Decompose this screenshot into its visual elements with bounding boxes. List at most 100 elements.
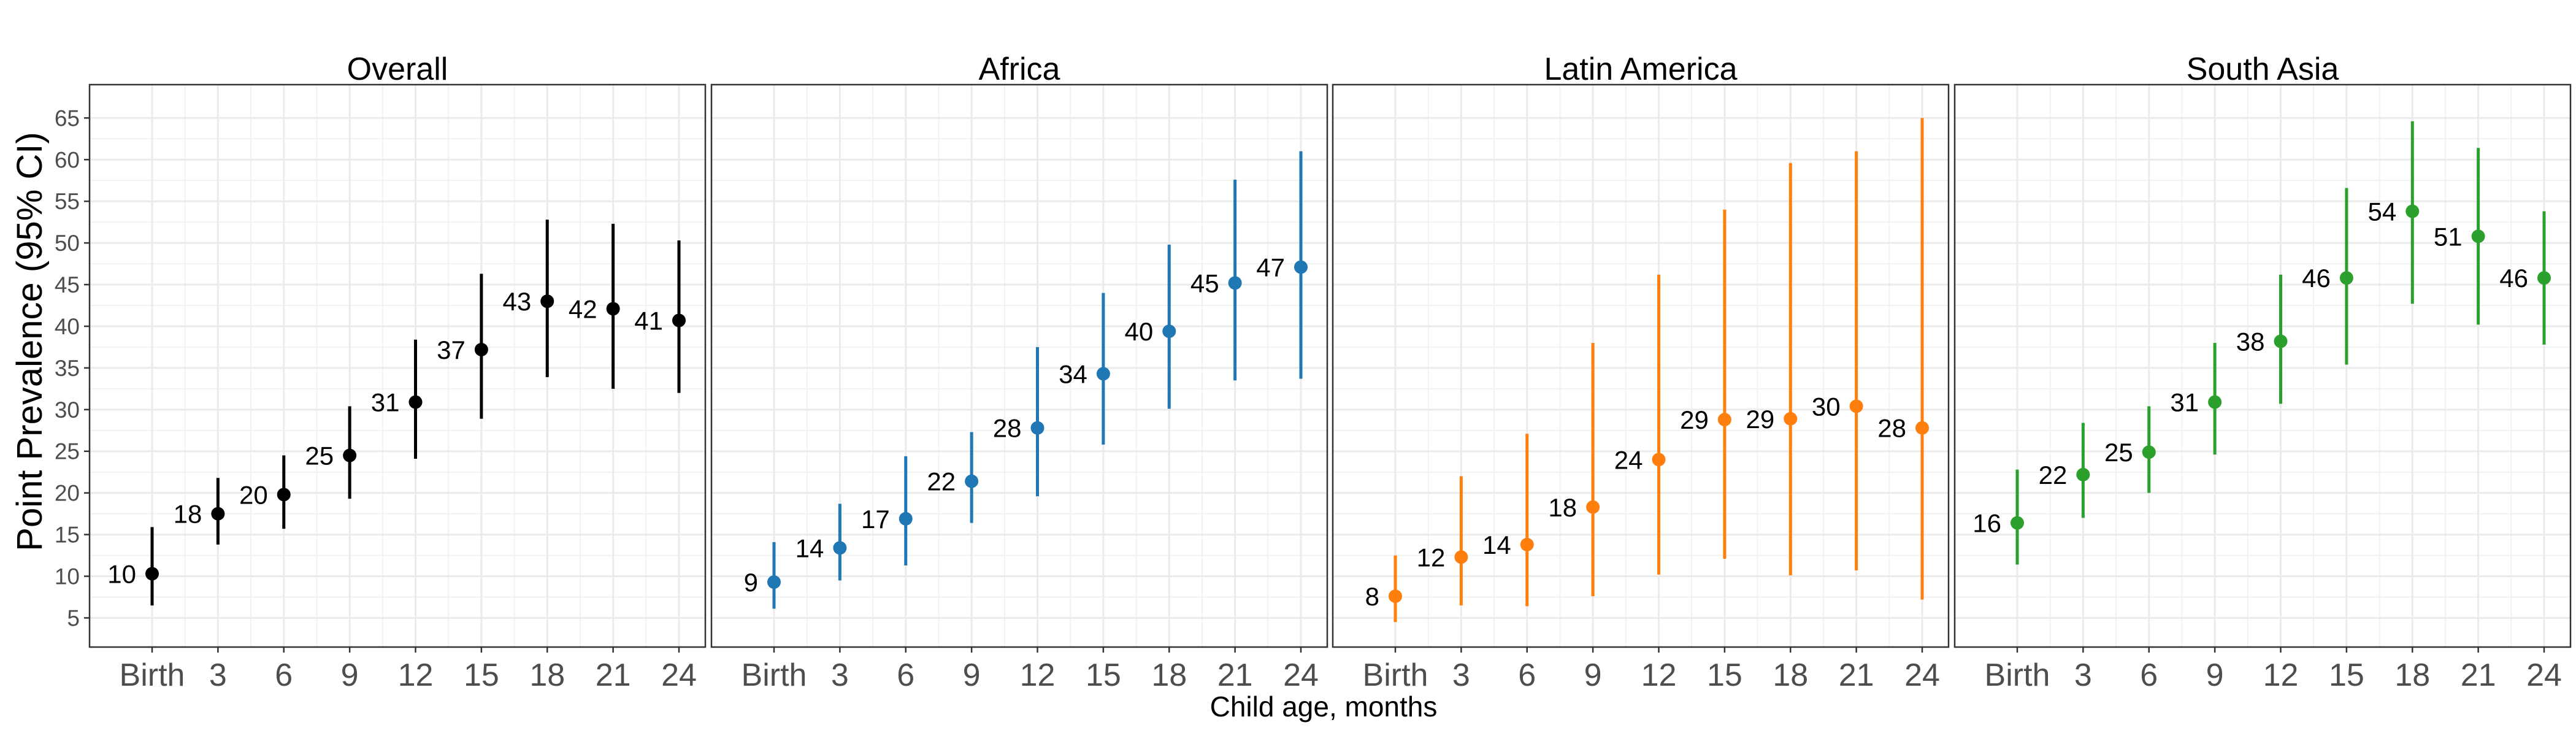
- x-tick-label: 21: [1839, 657, 1874, 693]
- point-value-label: 18: [174, 500, 202, 529]
- x-axis-title: Child age, months: [1210, 691, 1438, 723]
- x-tick-label: 12: [1020, 657, 1056, 693]
- estimate-point: [1717, 413, 1731, 427]
- x-tick-label: 15: [464, 657, 499, 693]
- point-value-label: 14: [795, 534, 824, 562]
- point-value-label: 43: [503, 287, 532, 316]
- estimate-point: [2011, 516, 2024, 530]
- point-value-label: 31: [371, 388, 400, 417]
- estimate-point: [833, 541, 847, 555]
- x-tick-label: 24: [2526, 657, 2562, 693]
- point-value-label: 30: [1812, 392, 1841, 421]
- panel-border: [710, 83, 1328, 648]
- panel-border: [88, 83, 707, 648]
- x-tick-label: 9: [341, 657, 359, 693]
- point-value-label: 34: [1059, 359, 1087, 388]
- point-value-label: 46: [2302, 264, 2331, 293]
- x-tick-label: 15: [1086, 657, 1121, 693]
- panel-border: [1332, 83, 1950, 648]
- estimate-point: [1784, 412, 1798, 426]
- x-tick-label: 21: [2461, 657, 2496, 693]
- y-tick-label: 25: [55, 439, 80, 464]
- panel-title: Latin America: [1544, 52, 1737, 87]
- estimate-point: [1586, 500, 1600, 514]
- estimate-point: [1520, 537, 1534, 551]
- estimate-point: [211, 507, 225, 521]
- y-tick-label: 20: [55, 481, 80, 506]
- point-value-label: 22: [927, 467, 956, 496]
- point-value-label: 29: [1746, 405, 1775, 434]
- point-value-label: 40: [1125, 317, 1154, 346]
- x-tick-label: Birth: [1985, 657, 2050, 693]
- estimate-point: [1652, 453, 1666, 467]
- estimate-point: [2405, 204, 2420, 218]
- panel-background: [711, 85, 1327, 647]
- point-value-label: 28: [1877, 414, 1906, 443]
- x-tick-label: Birth: [742, 657, 807, 693]
- y-tick-label: 15: [55, 523, 80, 548]
- x-tick-label: 12: [398, 657, 434, 693]
- point-value-label: 17: [861, 505, 890, 534]
- x-tick-label: 18: [1151, 657, 1187, 693]
- point-value-label: 20: [239, 480, 268, 509]
- point-value-label: 25: [2104, 438, 2133, 467]
- x-tick-label: 6: [897, 657, 914, 693]
- x-tick-label: Birth: [120, 657, 185, 693]
- x-tick-label: 24: [661, 657, 697, 693]
- estimate-point: [767, 575, 781, 589]
- x-tick-label: 9: [1584, 657, 1602, 693]
- estimate-point: [1389, 589, 1402, 604]
- x-tick-label: 3: [831, 657, 849, 693]
- point-value-label: 12: [1417, 543, 1446, 572]
- x-tick-label: 21: [1217, 657, 1253, 693]
- panel-title: Overall: [347, 52, 448, 87]
- y-tick-label: 5: [67, 605, 80, 631]
- x-tick-label: 9: [963, 657, 981, 693]
- estimate-point: [1162, 324, 1176, 339]
- point-value-label: 29: [1680, 405, 1709, 434]
- x-tick-label: 6: [275, 657, 293, 693]
- panel-background: [1333, 85, 1949, 647]
- point-value-label: 9: [744, 568, 758, 597]
- panel-south-asia: South Asia Birth 3 6 9 12 15 18 21 24 16 22 25 31 38 46…: [1953, 52, 2572, 693]
- estimate-point: [474, 343, 488, 357]
- x-tick-label: 3: [209, 657, 227, 693]
- point-value-label: 37: [437, 335, 466, 364]
- panel-africa: Africa Birth 3 6 9 12 15 18 21 24 9 14 17 22 28 34 40 45 4…: [710, 52, 1328, 693]
- panel-background: [90, 85, 705, 647]
- y-tick-label: 30: [55, 397, 80, 423]
- estimate-point: [343, 448, 357, 462]
- estimate-point: [1228, 276, 1242, 290]
- x-tick-label: 6: [1518, 657, 1536, 693]
- estimate-point: [1849, 399, 1863, 413]
- estimate-point: [1096, 367, 1110, 381]
- estimate-point: [277, 488, 291, 502]
- x-tick-label: 21: [596, 657, 631, 693]
- point-value-label: 46: [2499, 264, 2528, 293]
- y-tick-label: 10: [55, 564, 80, 589]
- estimate-point: [540, 294, 554, 309]
- estimate-point: [1454, 550, 1468, 564]
- point-value-label: 54: [2368, 197, 2397, 226]
- panel-background: [1955, 85, 2570, 647]
- estimate-point: [672, 313, 686, 328]
- panel-overall: Overall 5 10 15 20 25 30 35 40 45 50 55 60 65 Birth 3 6 9…: [55, 52, 707, 693]
- y-tick-label: 65: [55, 105, 80, 131]
- panel-title: South Asia: [2187, 52, 2339, 87]
- point-value-label: 25: [305, 442, 334, 470]
- estimate-point: [1294, 260, 1308, 274]
- point-value-label: 31: [2170, 388, 2199, 417]
- x-tick-label: Birth: [1363, 657, 1428, 693]
- point-value-label: 41: [634, 306, 663, 335]
- estimate-point: [2274, 334, 2288, 348]
- y-tick-label: 35: [55, 356, 80, 381]
- y-tick-label: 60: [55, 147, 80, 172]
- estimate-point: [1915, 421, 1929, 435]
- estimate-point: [1030, 421, 1045, 435]
- point-value-label: 22: [2039, 461, 2068, 489]
- x-tick-label: 9: [2206, 657, 2224, 693]
- point-value-label: 18: [1548, 493, 1577, 522]
- x-tick-label: 24: [1283, 657, 1319, 693]
- point-value-label: 8: [1365, 582, 1379, 611]
- x-tick-label: 6: [2140, 657, 2158, 693]
